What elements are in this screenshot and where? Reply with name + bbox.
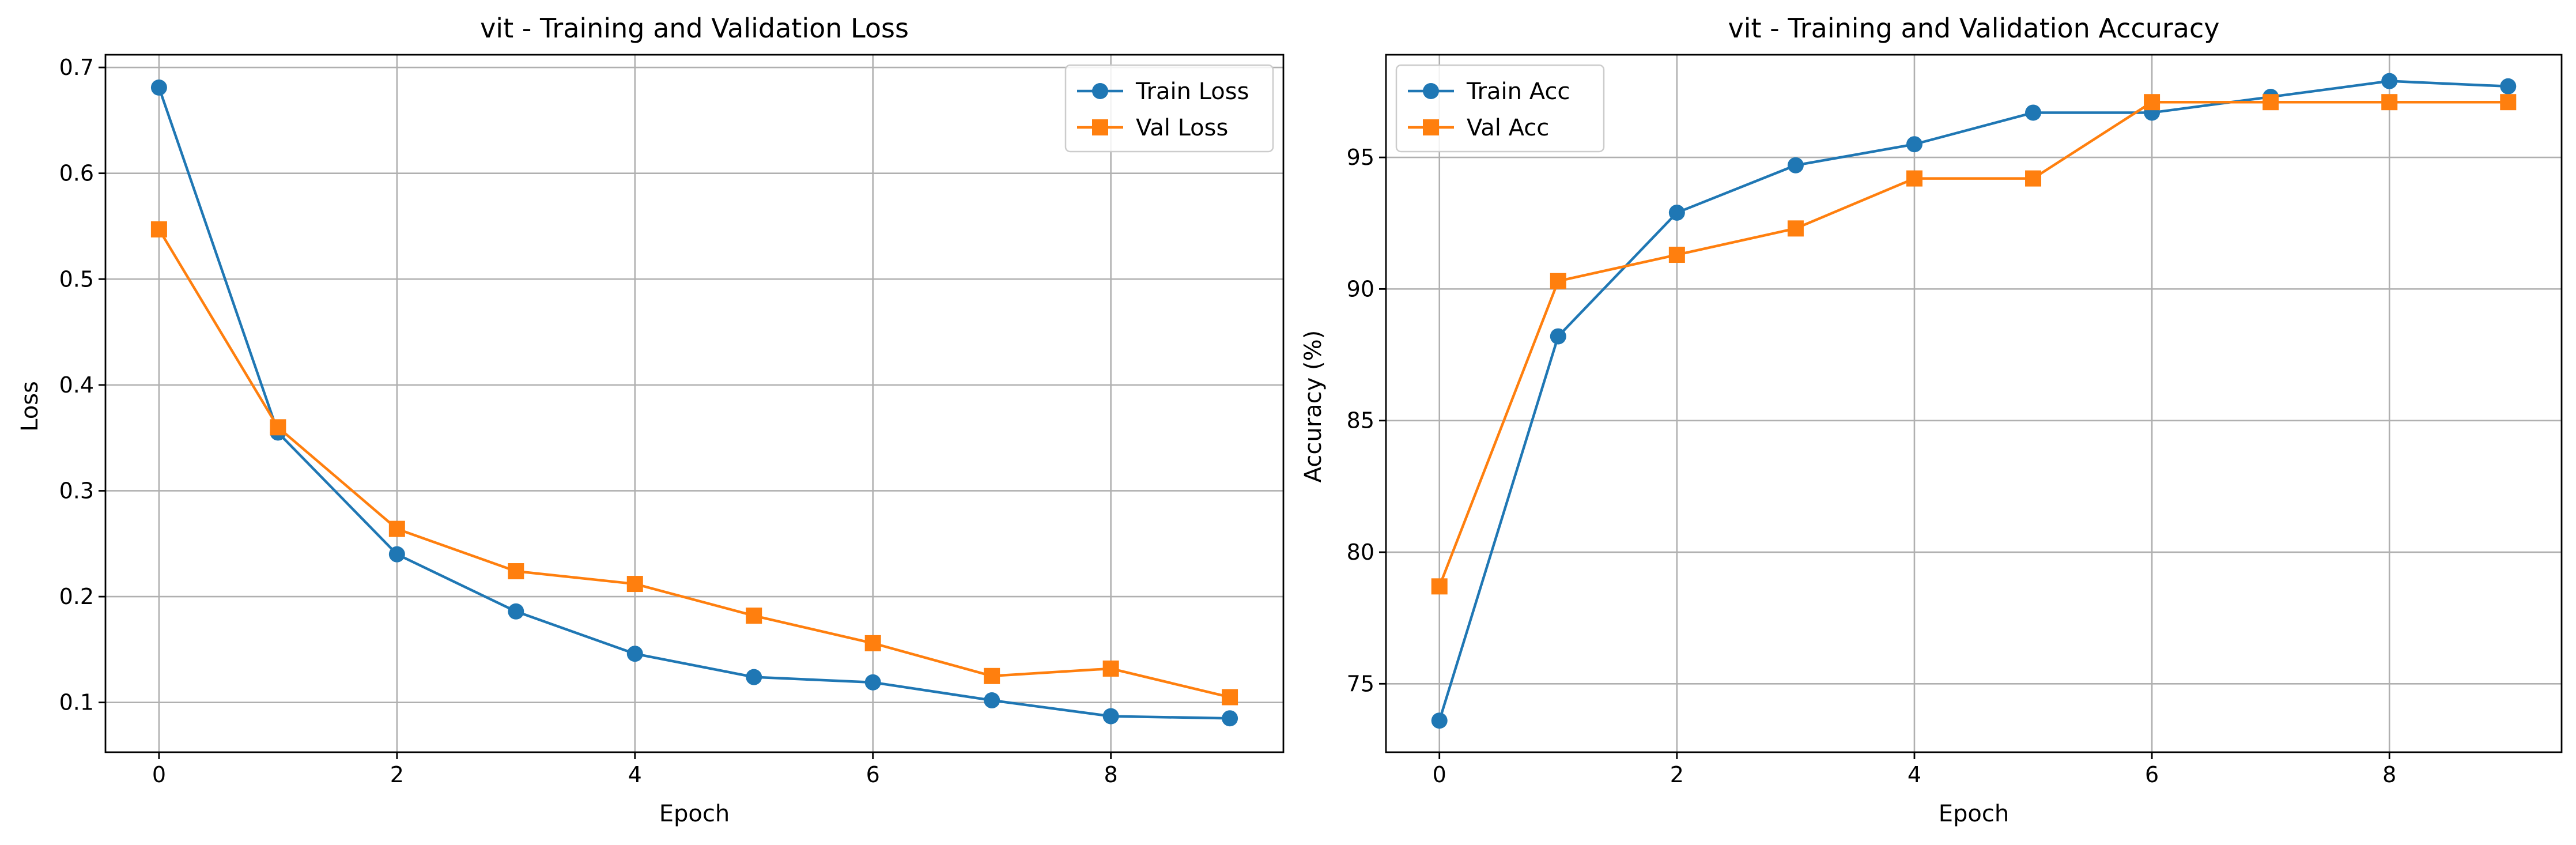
y-tick-label: 95 bbox=[1347, 145, 1374, 170]
data-point bbox=[1906, 136, 1922, 153]
legend-marker bbox=[1092, 119, 1108, 135]
x-tick-label: 2 bbox=[390, 762, 404, 787]
grid bbox=[1386, 55, 2562, 752]
series-layer bbox=[150, 79, 1238, 727]
data-point bbox=[1222, 689, 1238, 706]
y-tick-label: 85 bbox=[1347, 408, 1374, 433]
data-point bbox=[2500, 94, 2517, 111]
legend-marker bbox=[1092, 83, 1108, 99]
data-point bbox=[1550, 273, 1566, 289]
data-point bbox=[2381, 94, 2398, 111]
y-tick-label: 0.3 bbox=[59, 478, 94, 503]
legend-marker bbox=[1423, 119, 1439, 135]
y-tick-label: 0.1 bbox=[59, 690, 94, 715]
accuracy-chart-panel: vit - Training and Validation Accuracy E… bbox=[1300, 13, 2563, 827]
legend-label: Val Loss bbox=[1136, 115, 1228, 141]
data-point bbox=[1668, 247, 1685, 263]
data-point bbox=[150, 221, 167, 237]
legend: Train Loss Val Loss bbox=[1064, 64, 1274, 153]
x-axis-label: Epoch bbox=[1939, 801, 2009, 827]
data-point bbox=[2381, 73, 2398, 89]
data-point bbox=[508, 563, 524, 580]
x-tick-label: 8 bbox=[1104, 762, 1118, 787]
data-point bbox=[626, 646, 643, 662]
data-point bbox=[1550, 328, 1566, 345]
y-tick-label: 0.4 bbox=[59, 372, 94, 398]
x-tick-label: 2 bbox=[1670, 762, 1684, 787]
y-tick-label: 0.7 bbox=[59, 55, 94, 80]
data-point bbox=[1906, 170, 1922, 187]
x-tick-label: 8 bbox=[2382, 762, 2396, 787]
data-point bbox=[984, 667, 1000, 684]
legend-marker bbox=[1423, 83, 1439, 99]
y-axis-label: Accuracy (%) bbox=[1300, 330, 1327, 483]
x-tick-label: 6 bbox=[2145, 762, 2159, 787]
x-axis-label: Epoch bbox=[659, 801, 730, 827]
data-point bbox=[2025, 170, 2042, 187]
data-point bbox=[746, 669, 762, 685]
series-line bbox=[1438, 100, 2509, 587]
data-point bbox=[1102, 660, 1119, 677]
data-point bbox=[1102, 708, 1119, 725]
data-point bbox=[2025, 104, 2042, 121]
series-line bbox=[157, 87, 1230, 720]
y-axis-label: Loss bbox=[17, 381, 43, 432]
x-tick-label: 0 bbox=[152, 762, 166, 787]
axis-ticks: 0 2 4 6 8 0.1 0.2 0.3 0.4 0.5 0.6 0.7 bbox=[59, 55, 1118, 787]
data-point bbox=[626, 576, 643, 593]
series-line bbox=[157, 228, 1230, 699]
x-tick-label: 4 bbox=[628, 762, 642, 787]
x-tick-label: 0 bbox=[1433, 762, 1446, 787]
data-point bbox=[746, 608, 762, 624]
y-tick-label: 90 bbox=[1347, 276, 1374, 301]
plot-frame bbox=[1385, 54, 2563, 753]
data-point bbox=[2263, 94, 2279, 111]
data-point bbox=[864, 635, 881, 651]
data-point bbox=[388, 546, 405, 563]
data-point bbox=[508, 603, 524, 620]
data-point bbox=[864, 674, 881, 691]
data-point bbox=[1668, 204, 1685, 221]
grid bbox=[105, 55, 1283, 752]
data-point bbox=[1222, 710, 1238, 727]
data-point bbox=[150, 79, 167, 96]
data-point bbox=[1787, 157, 1804, 173]
chart-title: vit - Training and Validation Accuracy bbox=[1728, 13, 2220, 44]
data-point bbox=[2144, 94, 2160, 111]
data-point bbox=[984, 692, 1000, 709]
y-tick-label: 75 bbox=[1347, 671, 1374, 696]
y-tick-label: 0.5 bbox=[59, 266, 94, 292]
series-line bbox=[1438, 80, 2509, 721]
data-point bbox=[2500, 78, 2517, 95]
legend-label: Train Acc bbox=[1466, 78, 1570, 105]
y-tick-label: 0.6 bbox=[59, 161, 94, 186]
y-tick-label: 80 bbox=[1347, 540, 1374, 565]
x-tick-label: 6 bbox=[866, 762, 880, 787]
x-tick-label: 4 bbox=[1908, 762, 1921, 787]
data-point bbox=[1431, 578, 1448, 595]
plot-frame bbox=[104, 54, 1285, 753]
loss-chart-panel: vit - Training and Validation Loss Epoch… bbox=[17, 13, 1285, 827]
legend-label: Val Acc bbox=[1467, 115, 1549, 141]
data-point bbox=[1431, 712, 1448, 729]
y-tick-label: 0.2 bbox=[59, 584, 94, 609]
data-point bbox=[388, 520, 405, 537]
chart-title: vit - Training and Validation Loss bbox=[480, 13, 909, 44]
legend-box bbox=[1395, 64, 1605, 153]
axis-ticks: 0 2 4 6 8 75 80 85 90 95 bbox=[1347, 145, 2397, 787]
series-layer bbox=[1431, 73, 2517, 729]
legend-box bbox=[1064, 64, 1274, 153]
legend: Train Acc Val Acc bbox=[1395, 64, 1605, 153]
legend-label: Train Loss bbox=[1135, 78, 1249, 105]
data-point bbox=[1787, 220, 1804, 237]
data-point bbox=[270, 419, 286, 436]
